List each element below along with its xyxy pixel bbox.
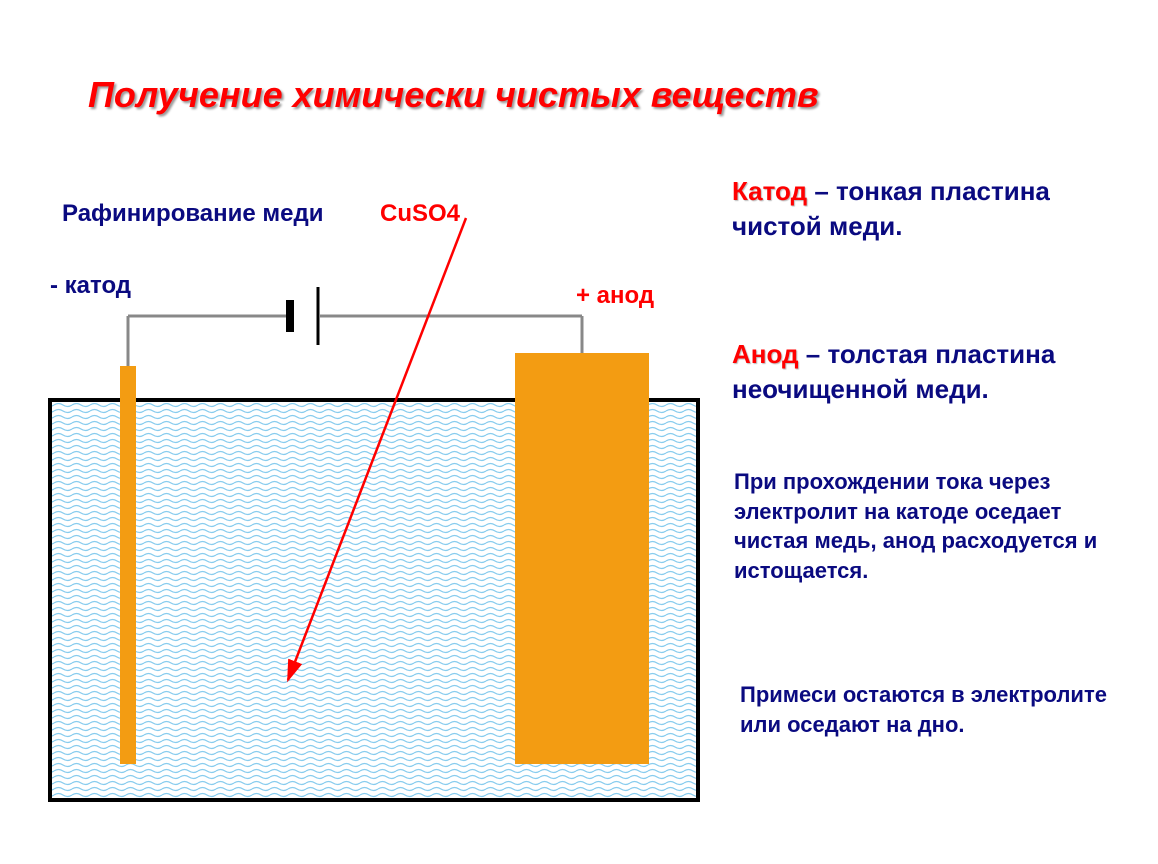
electrolysis-diagram <box>0 0 1158 864</box>
